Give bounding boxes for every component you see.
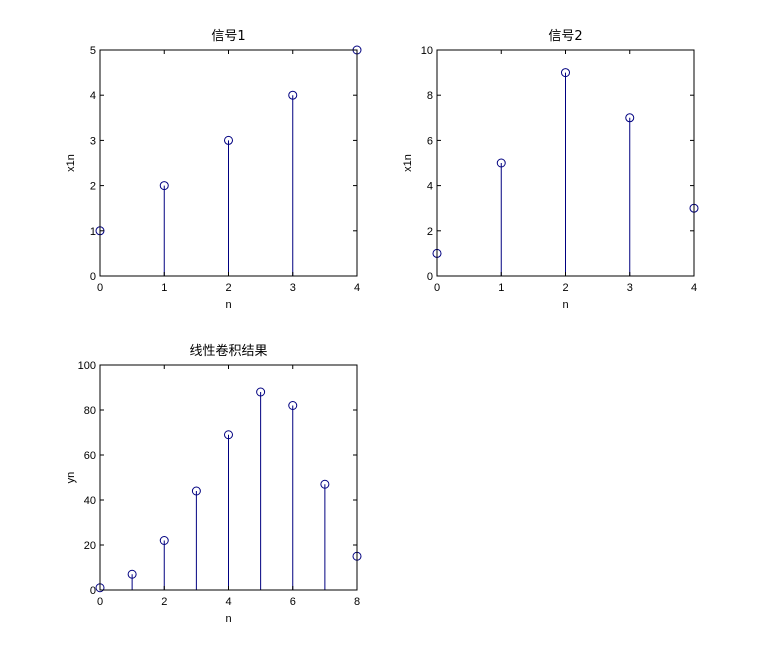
- y-tick-label: 2: [90, 181, 96, 193]
- x-axis-label: n: [562, 299, 568, 311]
- axis-ticks: 0 1 2 3 4 0 1 2 3 4 5: [90, 45, 360, 294]
- x-tick-label: 1: [498, 282, 504, 294]
- x-tick-label: 6: [290, 596, 296, 608]
- y-tick-label: 6: [427, 135, 433, 147]
- stem-marker: [320, 479, 330, 489]
- subplot-title: 信号1: [211, 29, 245, 44]
- y-tick-label: 4: [427, 181, 433, 193]
- y-axis-label: x1n: [402, 154, 414, 172]
- y-tick-label: 80: [84, 405, 96, 417]
- x-tick-label: 0: [97, 282, 103, 294]
- subplot-title: 信号2: [548, 29, 582, 44]
- x-tick-label: 3: [290, 282, 296, 294]
- stem-marker: [191, 486, 201, 496]
- stem-marker: [159, 181, 169, 191]
- y-axis-label: yn: [65, 472, 77, 484]
- stem-series: [95, 387, 362, 593]
- stem-marker: [561, 68, 570, 78]
- stem-marker: [127, 569, 137, 579]
- subplot-signal-1: 0 1 2 3 4 0 1 2 3 4 5 信号1 n x1n: [65, 29, 362, 311]
- x-tick-label: 0: [97, 596, 103, 608]
- stem-marker: [625, 113, 635, 123]
- y-tick-label: 20: [84, 540, 96, 552]
- y-tick-label: 100: [78, 360, 96, 372]
- y-tick-label: 4: [90, 90, 96, 102]
- x-tick-label: 3: [627, 282, 633, 294]
- subplot-signal-2: 0 1 2 3 4 0 2 4 6 8 10 信号2 n x1n: [402, 29, 699, 311]
- y-tick-label: 2: [427, 226, 433, 238]
- y-tick-label: 8: [427, 90, 433, 102]
- y-tick-label: 40: [84, 495, 96, 507]
- stem-marker: [224, 430, 233, 440]
- stem-marker: [288, 90, 298, 100]
- x-tick-label: 4: [691, 282, 697, 294]
- y-tick-label: 60: [84, 450, 96, 462]
- x-axis-label: n: [225, 299, 231, 311]
- x-tick-label: 8: [354, 596, 360, 608]
- y-tick-label: 3: [90, 135, 96, 147]
- y-axis-label: x1n: [65, 154, 77, 172]
- stem-marker: [496, 158, 506, 168]
- x-tick-label: 2: [225, 282, 231, 294]
- y-tick-label: 0: [427, 271, 433, 283]
- x-tick-label: 2: [161, 596, 167, 608]
- stem-marker: [224, 135, 233, 145]
- y-tick-label: 0: [90, 585, 96, 597]
- stem-marker: [159, 536, 169, 545]
- subplot-title: 线性卷积结果: [189, 343, 267, 359]
- x-tick-label: 4: [354, 282, 360, 294]
- x-tick-label: 0: [434, 282, 440, 294]
- stem-marker: [256, 387, 266, 397]
- x-axis-label: n: [225, 613, 231, 625]
- stem-marker: [288, 401, 298, 410]
- y-tick-label: 1: [90, 226, 96, 238]
- axis-ticks: 0 1 2 3 4 0 2 4 6 8 10: [421, 45, 697, 294]
- x-tick-label: 1: [161, 282, 167, 294]
- x-tick-label: 2: [562, 282, 568, 294]
- y-tick-label: 5: [90, 45, 96, 57]
- y-tick-label: 0: [90, 271, 96, 283]
- x-tick-label: 4: [225, 596, 231, 608]
- y-tick-label: 10: [421, 45, 433, 57]
